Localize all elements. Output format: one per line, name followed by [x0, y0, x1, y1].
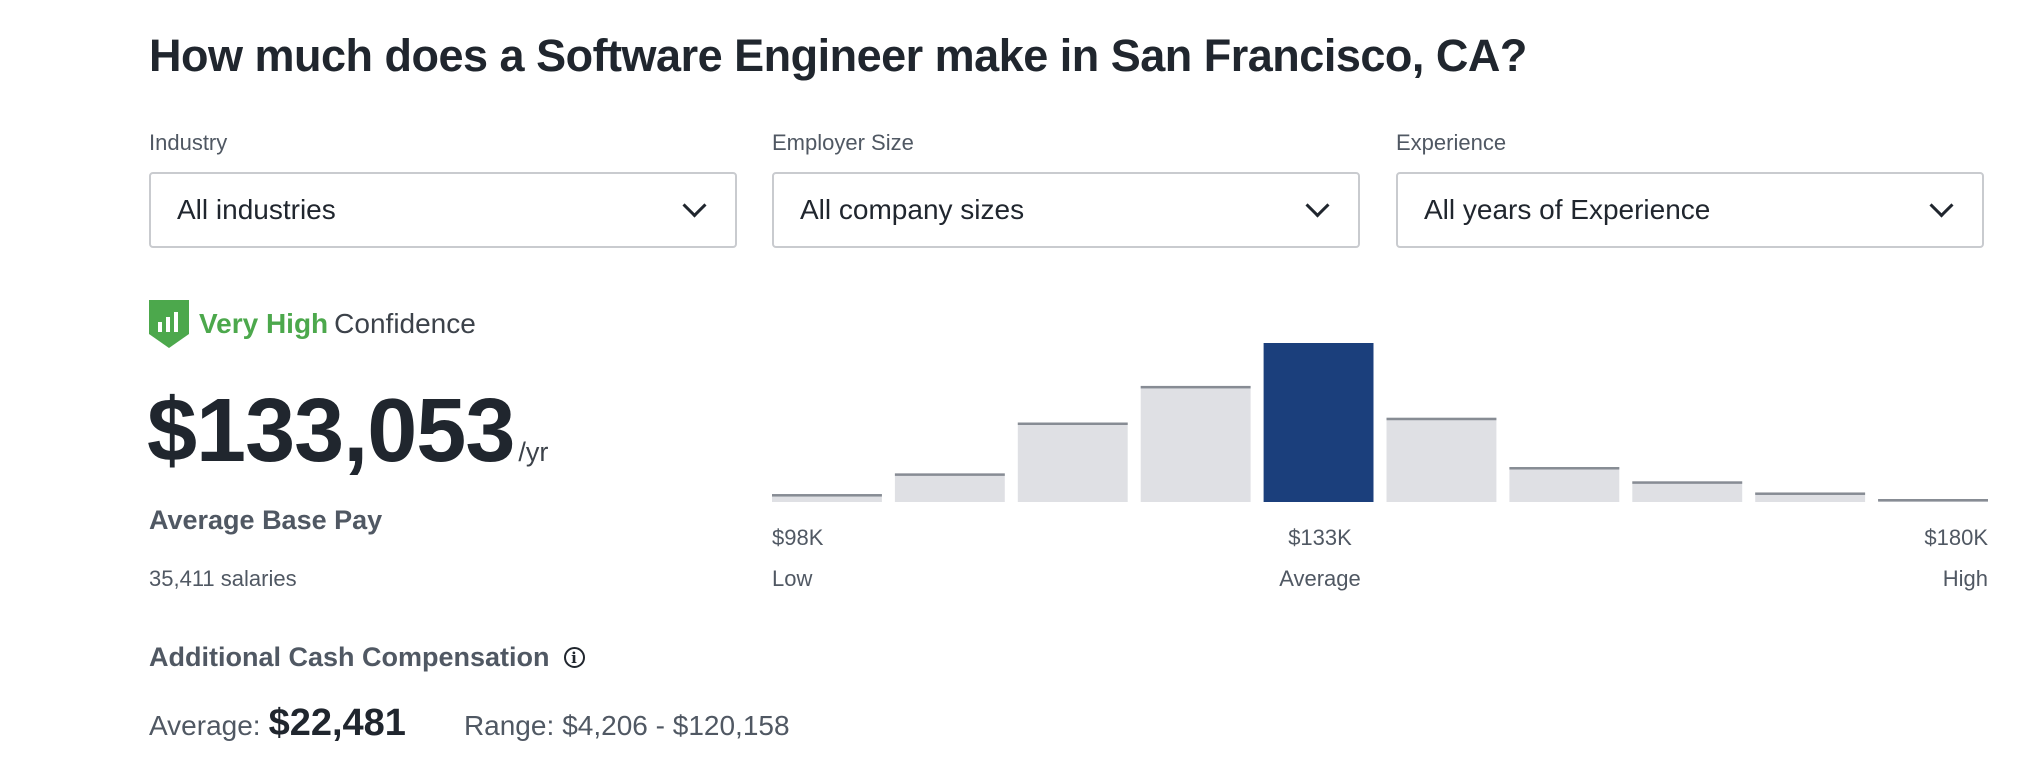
- range-label: Range:: [463, 710, 555, 741]
- employer-size-label: Employer Size: [772, 130, 914, 155]
- histogram-bar-top: [1632, 481, 1743, 484]
- histogram-bar-top: [1140, 385, 1251, 389]
- chevron-down-icon: [682, 192, 707, 218]
- page-title: How much does a Software Engineer make i…: [149, 30, 1527, 81]
- tick-high-label: High: [1942, 566, 1988, 591]
- additional-cash-compensation: Additional Cash Compensation i: [149, 642, 585, 673]
- histogram-bar-top: [1509, 467, 1620, 470]
- industry-select-value: All industries: [177, 194, 336, 225]
- average-pay: $133,053 /yr: [147, 380, 548, 483]
- histogram-bar-top: [1386, 417, 1497, 421]
- chevron-down-icon: [1305, 192, 1330, 218]
- experience-select[interactable]: All years of Experience: [1396, 172, 1984, 248]
- histogram-bar: [1632, 481, 1743, 502]
- experience-select-value: All years of Experience: [1424, 194, 1711, 225]
- histogram-bar: [894, 473, 1005, 502]
- additional-cash-title: Additional Cash Compensation: [149, 642, 550, 672]
- confidence-level: Very High: [199, 308, 329, 339]
- additional-cash-summary: Average: $22,481 Range: $4,206 - $120,15…: [149, 702, 790, 745]
- info-icon[interactable]: i: [563, 647, 585, 668]
- histogram-bar-average: [1263, 343, 1374, 502]
- tick-average-value: $133K: [1288, 525, 1352, 550]
- salary-histogram: [772, 343, 1988, 502]
- experience-label: Experience: [1396, 130, 1507, 155]
- histogram-bar-top: [1878, 499, 1988, 502]
- confidence-indicator: Very High Confidence: [149, 300, 476, 348]
- shield-bar-chart-icon: [149, 300, 189, 348]
- employer-size-select[interactable]: All company sizes: [772, 172, 1360, 248]
- average-base-pay-label: Average Base Pay: [149, 505, 383, 535]
- histogram-bar: [772, 494, 882, 502]
- histogram-bar: [1140, 385, 1251, 502]
- histogram-bar-top: [894, 473, 1005, 476]
- histogram-bar-top: [772, 494, 882, 497]
- histogram-bar: [1755, 492, 1866, 502]
- employer-size-select-value: All company sizes: [800, 194, 1025, 225]
- tick-low-value: $98K: [772, 525, 824, 550]
- tick-high-value: $180K: [1924, 525, 1988, 550]
- salary-count: 35,411 salaries: [149, 566, 297, 591]
- tick-low-label: Low: [772, 566, 813, 591]
- tick-average-label: Average: [1279, 566, 1361, 591]
- industry-select[interactable]: All industries: [149, 172, 737, 248]
- pay-unit: /yr: [518, 437, 549, 467]
- average-label: Average:: [149, 710, 261, 741]
- histogram-bar-top: [1017, 422, 1128, 425]
- histogram-bar-top: [1755, 492, 1866, 495]
- average-value: $22,481: [268, 702, 406, 744]
- average-pay-amount: $133,053: [147, 381, 515, 481]
- histogram-bar: [1386, 417, 1497, 502]
- chevron-down-icon: [1929, 192, 1954, 218]
- histogram-bar: [1017, 422, 1128, 502]
- range-value: $4,206 - $120,158: [562, 710, 790, 741]
- confidence-suffix: Confidence: [334, 308, 476, 339]
- industry-label: Industry: [149, 130, 228, 155]
- histogram-bar: [1509, 467, 1620, 502]
